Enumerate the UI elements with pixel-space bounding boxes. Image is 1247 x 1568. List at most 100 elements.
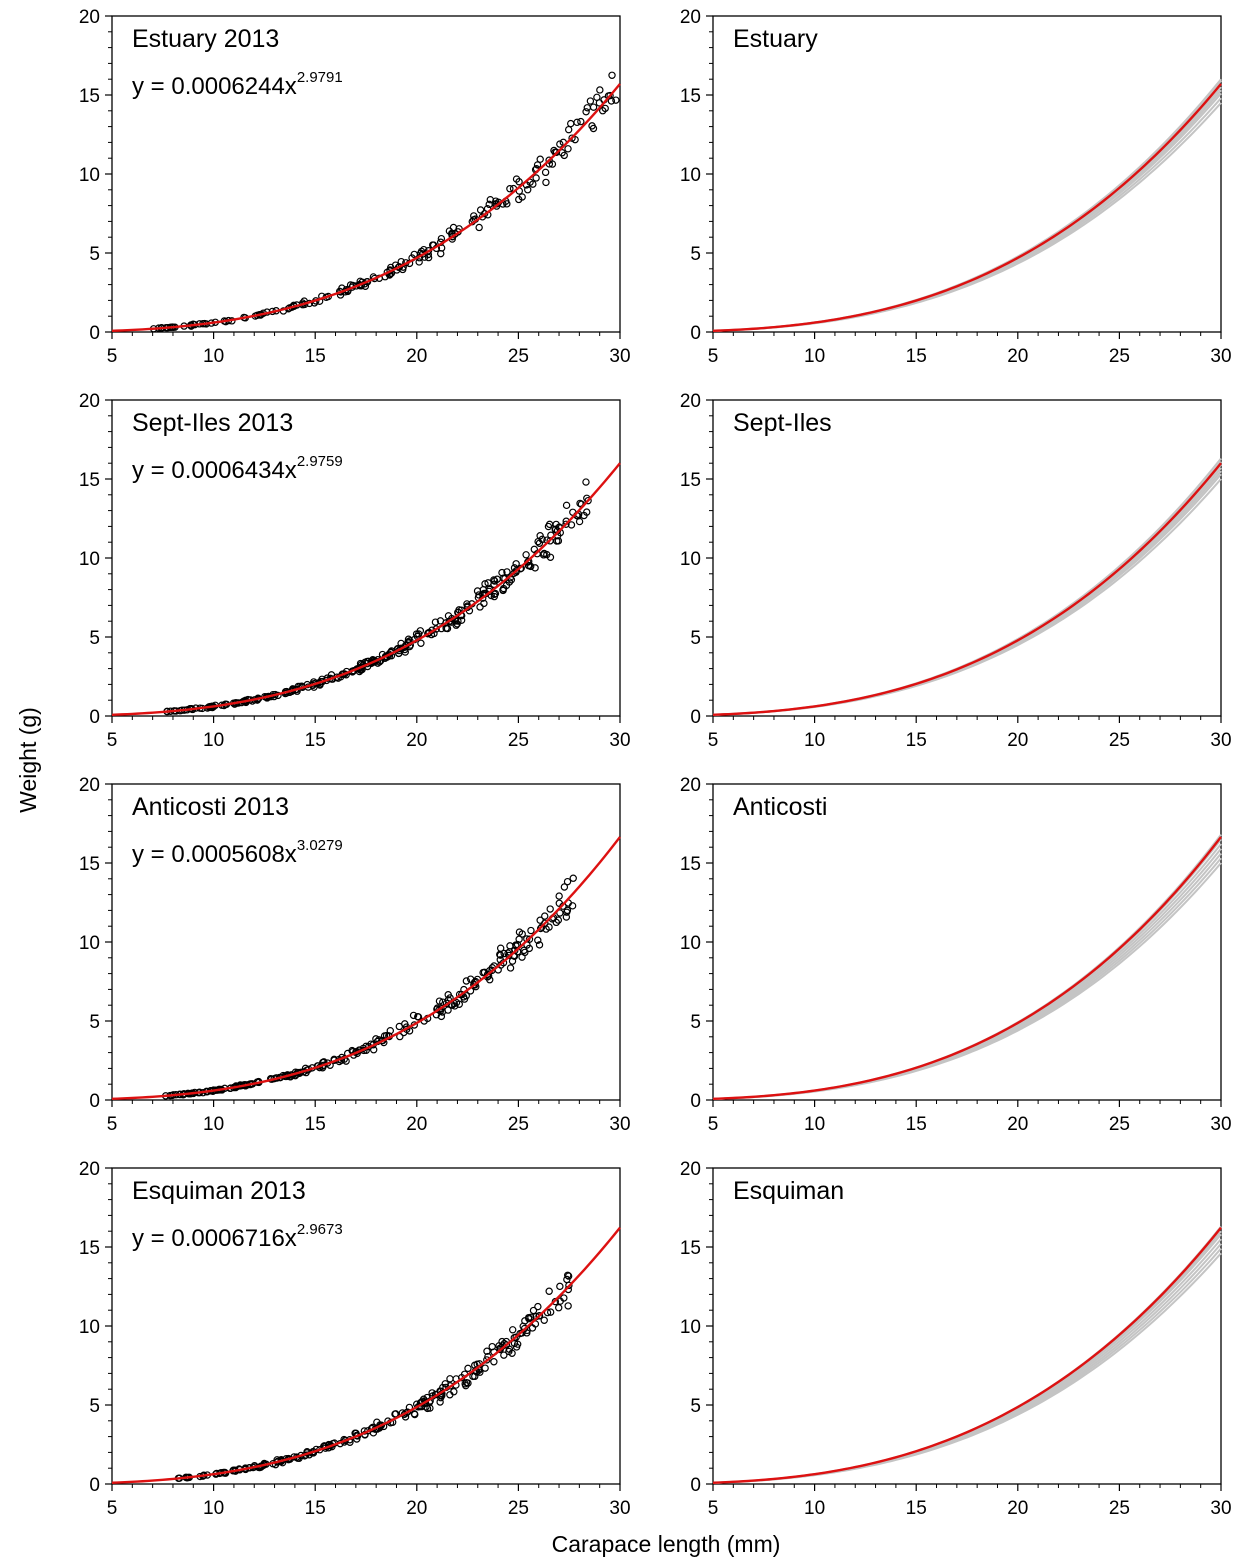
y-tick-label: 0 [89, 707, 100, 728]
y-tick-label: 5 [690, 1396, 701, 1417]
simulated-curve [712, 473, 1222, 716]
data-point [535, 1312, 543, 1320]
data-point [556, 909, 564, 917]
fit-equation: y = 0.0005608x3.0279 [132, 837, 343, 868]
data-point [542, 178, 550, 187]
fit-equation: y = 0.0006716x2.9673 [132, 1221, 343, 1252]
fitted-curve [712, 462, 1222, 716]
data-point [589, 103, 598, 111]
x-axis-title: Carapace length (mm) [552, 1531, 781, 1557]
data-point [462, 1378, 471, 1387]
x-tick-label: 30 [1210, 346, 1231, 367]
y-tick-label: 10 [79, 549, 100, 570]
data-point [524, 561, 533, 570]
y-tick-label: 20 [680, 775, 701, 796]
data-point [439, 998, 447, 1006]
x-tick-label: 5 [107, 1114, 118, 1135]
data-point [554, 916, 563, 924]
y-tick-label: 20 [79, 1159, 100, 1180]
y-tick-label: 15 [79, 470, 100, 491]
y-tick-label: 15 [680, 470, 701, 491]
data-point [546, 905, 554, 913]
y-tick-label: 0 [89, 1091, 100, 1112]
simulated-curve [712, 102, 1222, 332]
simulated-curve [712, 78, 1222, 332]
simulated-curve [712, 852, 1222, 1100]
data-point [370, 274, 379, 283]
data-point [542, 925, 550, 933]
data-point [541, 912, 549, 920]
x-tick-label: 20 [1007, 346, 1028, 367]
data-point [596, 86, 604, 94]
fitted-curve [712, 836, 1222, 1101]
data-point [521, 1317, 529, 1325]
data-point [571, 135, 579, 144]
x-tick-label: 15 [305, 730, 326, 751]
data-point [512, 560, 520, 568]
data-point [586, 97, 595, 105]
equation-body: y = 0.0005608x [132, 841, 297, 868]
simulated-curve [712, 1230, 1222, 1484]
x-tick-label: 20 [1007, 1498, 1028, 1519]
simulated-curve [712, 833, 1222, 1100]
data-point [532, 174, 540, 182]
simulated-curves [712, 1225, 1222, 1484]
y-tick-label: 5 [89, 1396, 100, 1417]
data-point [564, 1272, 573, 1280]
x-tick-label: 10 [804, 1498, 825, 1519]
data-point [441, 1380, 449, 1388]
simulated-curve [712, 1243, 1222, 1484]
y-tick-label: 10 [680, 549, 701, 570]
data-point [565, 1281, 573, 1290]
data-point [476, 206, 485, 214]
data-point [573, 118, 581, 127]
x-tick-label: 15 [305, 346, 326, 367]
data-point [518, 953, 526, 961]
data-point [536, 924, 545, 933]
x-tick-label: 15 [906, 730, 927, 751]
data-point [481, 580, 489, 588]
observation-points [163, 478, 592, 716]
data-point [493, 575, 501, 583]
data-point [601, 104, 609, 113]
equation-exponent: 2.9759 [297, 453, 343, 470]
x-tick-label: 10 [203, 1114, 224, 1135]
x-tick-label: 20 [406, 1114, 427, 1135]
x-tick-label: 10 [804, 730, 825, 751]
fitted-curve [111, 462, 621, 716]
simulated-curves [712, 833, 1222, 1100]
data-point [488, 1342, 496, 1351]
data-point [452, 998, 461, 1007]
y-tick-label: 0 [690, 323, 701, 344]
equation-body: y = 0.0006434x [132, 457, 297, 484]
data-point [563, 906, 572, 915]
x-tick-label: 10 [804, 346, 825, 367]
data-point [483, 970, 492, 979]
y-tick-label: 10 [680, 165, 701, 186]
x-tick-label: 25 [1109, 730, 1130, 751]
data-point [525, 935, 534, 943]
data-point [589, 124, 598, 133]
data-point [545, 520, 554, 529]
data-point [491, 589, 500, 598]
data-point [428, 1389, 436, 1397]
y-tick-label: 15 [680, 86, 701, 107]
y-tick-label: 0 [89, 323, 100, 344]
data-point [582, 108, 590, 116]
data-point [535, 941, 544, 949]
data-point [502, 581, 511, 590]
x-tick-label: 25 [508, 346, 529, 367]
data-point [436, 617, 445, 625]
y-tick-label: 10 [79, 1317, 100, 1338]
data-point [436, 1398, 444, 1406]
y-tick-label: 15 [680, 854, 701, 875]
data-point [386, 1026, 394, 1035]
y-tick-label: 5 [690, 244, 701, 265]
y-tick-label: 20 [79, 775, 100, 796]
y-tick-label: 10 [79, 933, 100, 954]
x-tick-label: 10 [203, 730, 224, 751]
data-point [529, 1306, 538, 1315]
